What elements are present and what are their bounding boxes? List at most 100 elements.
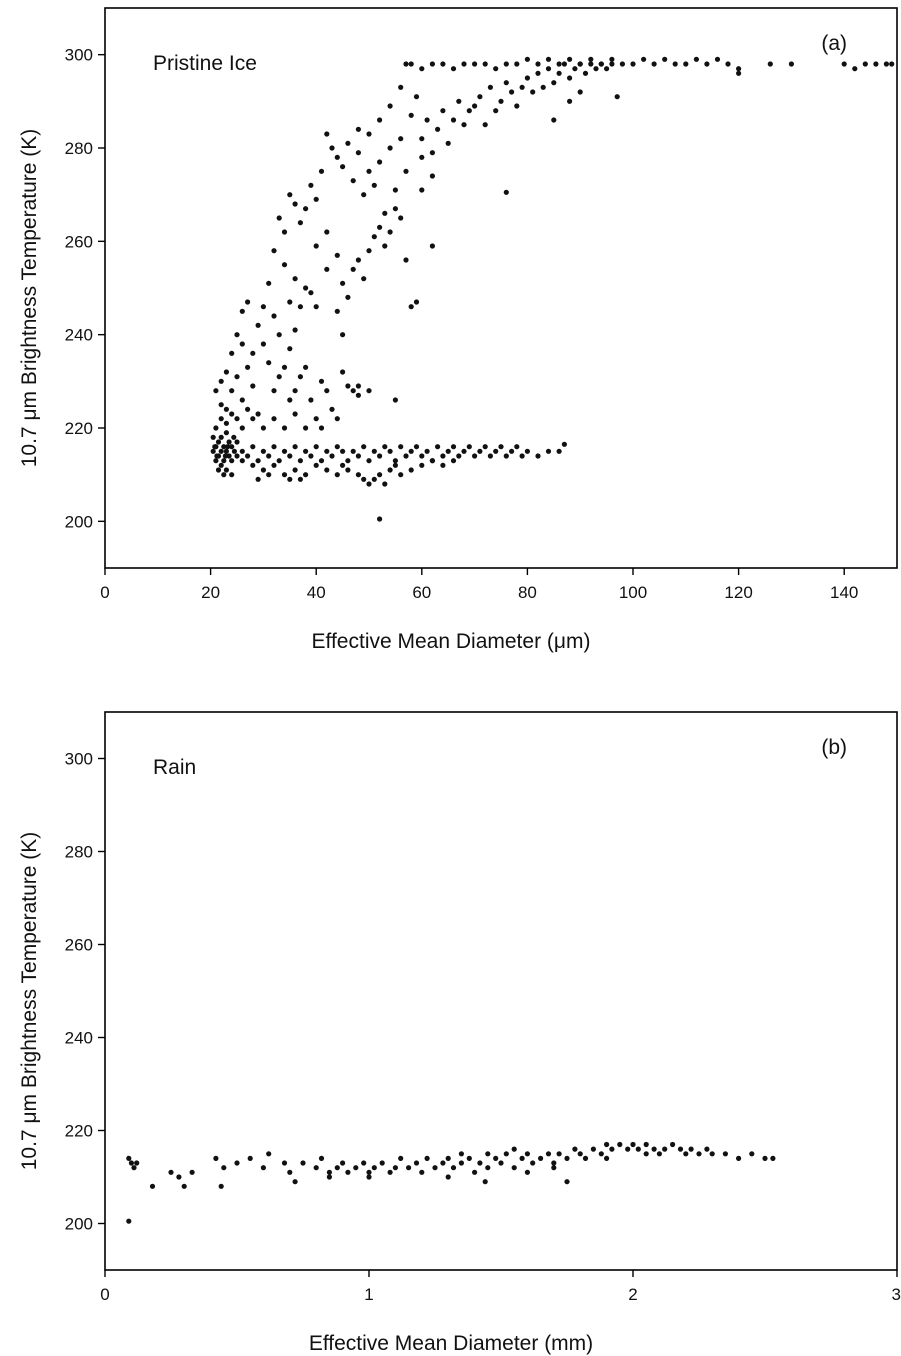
data-point	[398, 215, 404, 221]
data-point	[271, 416, 277, 422]
data-point	[643, 1141, 649, 1148]
data-point	[704, 61, 710, 67]
y-tick-label: 280	[65, 139, 93, 158]
data-point	[229, 350, 235, 356]
data-point	[313, 1165, 319, 1171]
data-point	[340, 1160, 346, 1166]
data-point	[260, 448, 266, 454]
data-point	[303, 472, 309, 478]
y-tick-label: 300	[65, 750, 93, 769]
data-point	[736, 66, 742, 72]
data-point	[308, 453, 314, 459]
data-point	[714, 56, 721, 62]
data-point	[126, 1218, 132, 1224]
data-point	[292, 1179, 298, 1185]
data-point	[503, 1151, 509, 1157]
data-point	[250, 462, 256, 468]
data-point	[340, 332, 346, 338]
x-tick-label: 120	[724, 583, 752, 602]
data-point	[466, 444, 472, 450]
data-point	[429, 243, 435, 249]
data-point	[572, 1146, 578, 1152]
data-point	[271, 462, 277, 468]
data-point	[297, 374, 303, 380]
data-point	[266, 360, 272, 366]
data-point	[485, 1151, 491, 1157]
data-point	[215, 467, 222, 473]
data-point	[693, 56, 700, 62]
data-point	[176, 1174, 182, 1180]
data-point	[214, 453, 220, 459]
data-point	[260, 467, 266, 473]
data-point	[355, 472, 361, 478]
panel-annotation: Rain	[153, 756, 196, 779]
data-point	[387, 229, 393, 235]
data-point	[617, 1141, 623, 1148]
data-point	[538, 1155, 544, 1161]
data-point	[493, 66, 499, 72]
data-point	[213, 388, 219, 394]
data-point	[355, 150, 361, 156]
data-point	[450, 1165, 457, 1171]
data-point	[567, 56, 573, 62]
data-point	[762, 1155, 768, 1161]
data-point	[131, 1165, 137, 1171]
data-point	[303, 206, 309, 212]
data-point	[419, 136, 425, 142]
data-point	[445, 140, 451, 146]
data-point	[387, 448, 393, 454]
data-point	[662, 56, 668, 62]
data-point	[350, 178, 356, 184]
y-tick-label: 200	[65, 1215, 93, 1234]
data-point	[189, 1169, 195, 1175]
data-point	[355, 392, 361, 398]
data-point	[318, 425, 325, 431]
data-point	[551, 80, 557, 86]
data-point	[619, 61, 626, 67]
data-point	[651, 1146, 657, 1152]
data-point	[704, 1146, 710, 1152]
data-point	[406, 1165, 412, 1171]
data-point	[224, 444, 231, 450]
data-point	[234, 1160, 240, 1166]
data-point	[382, 243, 388, 249]
data-point	[318, 168, 325, 174]
data-point	[281, 229, 288, 235]
data-point	[461, 61, 467, 67]
data-point	[852, 66, 858, 72]
data-point	[276, 332, 282, 338]
data-point	[303, 364, 309, 370]
data-point	[229, 411, 235, 417]
data-point	[545, 66, 552, 72]
y-axis-label: 10.7 μm Brightness Temperature (K)	[18, 129, 41, 468]
data-point	[218, 402, 224, 408]
data-point	[472, 61, 478, 67]
data-point	[371, 1165, 377, 1171]
data-point	[308, 182, 314, 188]
data-point	[398, 84, 404, 90]
data-point	[292, 276, 298, 282]
data-point	[287, 453, 293, 459]
data-point	[231, 434, 237, 440]
data-point	[630, 1141, 636, 1148]
data-point	[403, 168, 409, 174]
data-point	[239, 397, 245, 403]
data-point	[308, 290, 314, 296]
data-point	[841, 61, 847, 67]
data-point	[403, 257, 409, 263]
data-point	[297, 220, 303, 226]
data-point	[556, 448, 562, 454]
data-point	[247, 1155, 253, 1161]
data-point	[477, 94, 483, 100]
data-point	[493, 1155, 499, 1161]
data-point	[223, 369, 229, 375]
data-point	[255, 411, 261, 417]
data-point	[725, 61, 731, 67]
data-point	[408, 467, 414, 473]
data-point	[456, 453, 462, 459]
data-point	[276, 458, 282, 464]
data-point	[609, 56, 615, 62]
data-point	[168, 1169, 174, 1175]
data-point	[345, 140, 351, 146]
data-point	[281, 425, 288, 431]
